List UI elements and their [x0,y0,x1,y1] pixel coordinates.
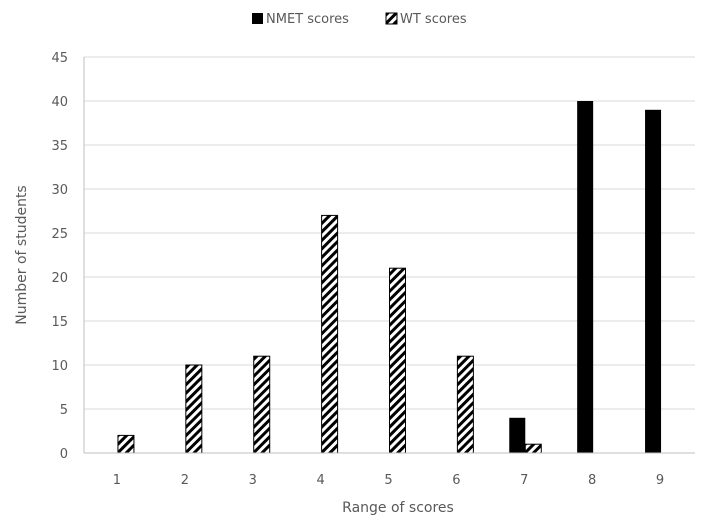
bar-wt [253,355,271,454]
y-tick-label: 35 [51,139,68,154]
x-tick-label: 8 [588,473,596,488]
x-axis-ticks: 1 2 3 4 5 6 7 8 9 [113,473,664,488]
bar-nmet [509,417,526,453]
bar-wt [185,364,203,454]
x-tick-label: 1 [113,473,121,488]
x-tick-label: 3 [249,473,257,488]
x-tick-label: 2 [181,473,189,488]
bar-wt [321,214,339,454]
legend-swatch-wt [385,12,398,25]
bar-wt [389,267,406,454]
x-tick-label: 7 [520,473,528,488]
bar-nmet [645,109,662,454]
legend-label-wt: WT scores [400,12,467,27]
bar-wt [117,434,135,454]
bar-wt [456,355,474,454]
y-tick-label: 0 [60,447,68,462]
x-tick-label: 6 [452,473,460,488]
bar-nmet [577,101,594,453]
x-axis-title: Range of scores [342,500,454,515]
x-tick-label: 4 [316,473,324,488]
y-tick-label: 15 [51,315,68,330]
x-tick-label: 5 [384,473,392,488]
y-tick-label: 30 [51,183,68,198]
bars [117,101,662,454]
y-tick-label: 20 [51,271,68,286]
legend-label-nmet: NMET scores [266,12,349,27]
x-tick-label: 9 [656,473,664,488]
legend-swatch-nmet [252,13,263,24]
y-tick-label: 45 [51,51,68,66]
y-axis-title: Number of students [14,185,30,324]
y-tick-label: 10 [51,359,68,374]
bar-wt [524,443,542,454]
y-axis-ticks: 0 5 10 15 20 25 30 35 40 45 [51,51,68,462]
y-tick-label: 5 [60,403,68,418]
y-tick-label: 25 [51,227,68,242]
legend: NMET scores WT scores [252,12,467,27]
y-tick-label: 40 [51,95,68,110]
